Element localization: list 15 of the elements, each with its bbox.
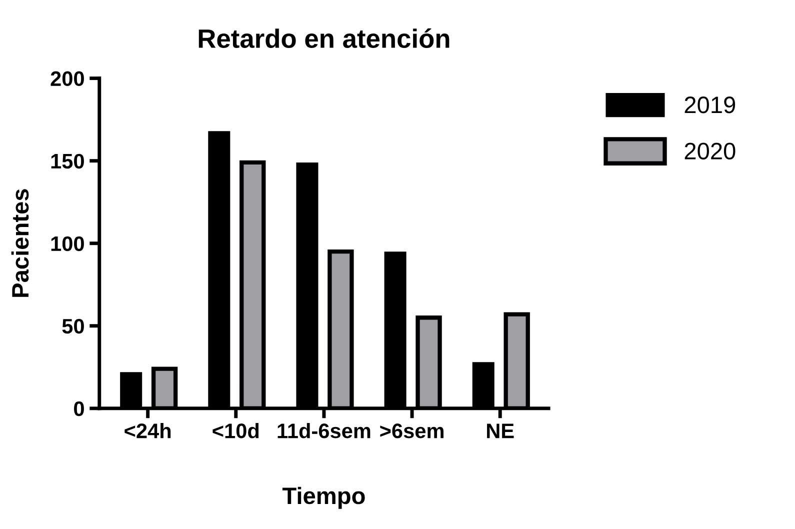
y-axis-title: Pacientes — [11, 189, 29, 297]
x-tick-label: <24h — [124, 422, 171, 438]
y-tick-label: 200 — [50, 71, 84, 86]
x-axis-title: Tiempo — [282, 486, 365, 509]
y-tick-label: 50 — [62, 318, 84, 334]
legend-label: 2019 — [684, 96, 736, 114]
x-tick-label: <10d — [212, 422, 259, 438]
legend-label: 2020 — [684, 142, 736, 160]
y-tick-label: 150 — [51, 154, 84, 169]
chart-title: Retardo en atención — [198, 28, 450, 48]
x-tick-label: 11d-6sem — [278, 422, 370, 438]
y-tick-label: 100 — [51, 236, 84, 252]
y-tick-label: 0 — [74, 401, 84, 416]
x-tick-label: >6sem — [380, 424, 444, 438]
x-tick-label: NE — [487, 424, 514, 438]
